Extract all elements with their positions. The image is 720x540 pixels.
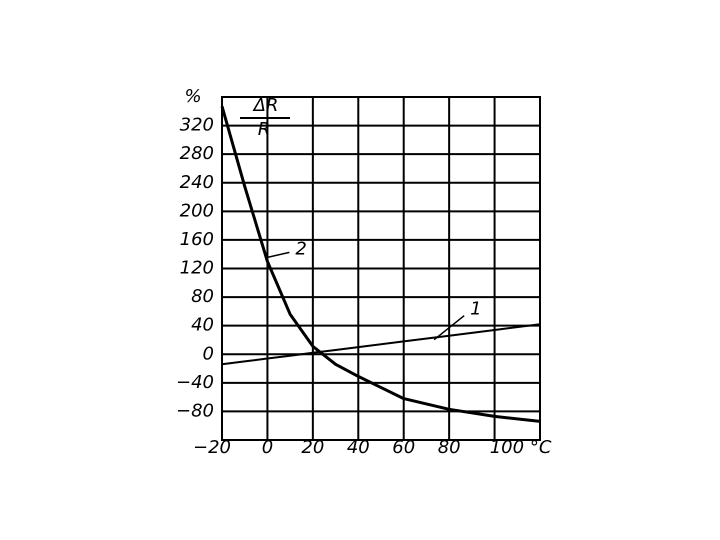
y-label-numerator: ΔR: [252, 95, 279, 116]
leader-line: [433, 315, 465, 341]
y-tick-label: 280: [180, 143, 214, 164]
x-tick-label: 20: [301, 437, 324, 458]
y-tick-label: 160: [180, 229, 214, 250]
y-tick-label: −80: [176, 400, 214, 421]
x-tick-label: 80: [438, 437, 461, 458]
y-tick-label: 0: [203, 343, 214, 364]
y-tick-label: 200: [180, 200, 214, 221]
curve: [220, 105, 541, 423]
x-tick-label: 0: [262, 437, 273, 458]
curve: [221, 323, 541, 366]
y-tick-label: 240: [180, 172, 214, 193]
y-tick-label: −40: [176, 372, 214, 393]
leader-line: [267, 251, 290, 259]
y-tick-label: 80: [191, 286, 214, 307]
y-unit: %: [184, 86, 201, 107]
series-label: 1: [470, 299, 481, 320]
x-tick-label: −20: [193, 437, 231, 458]
x-tick-label: 40: [347, 437, 370, 458]
x-tick-label: 60: [392, 437, 415, 458]
y-tick-label: 120: [180, 258, 214, 279]
y-tick-label: 40: [191, 315, 214, 336]
x-tick-label: 100 °C: [490, 437, 552, 458]
series-label: 2: [295, 238, 306, 259]
y-tick-label: 320: [180, 115, 214, 136]
